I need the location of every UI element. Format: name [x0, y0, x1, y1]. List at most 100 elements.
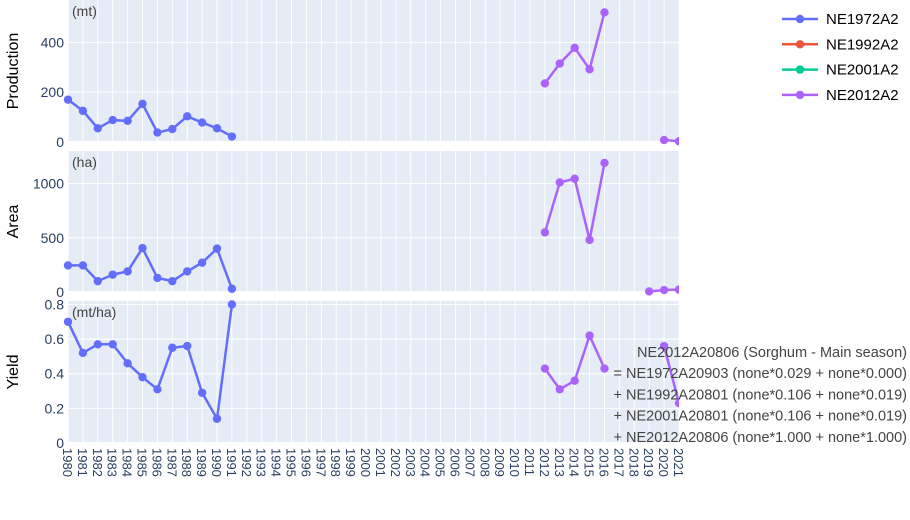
data-point-ne1972a2[interactable] — [63, 317, 73, 326]
data-point-ne1972a2[interactable] — [183, 112, 192, 121]
data-point-ne1972a2[interactable] — [63, 95, 73, 104]
data-point-ne2012a2[interactable] — [570, 43, 579, 53]
data-point-ne1972a2[interactable] — [227, 284, 237, 293]
data-point-ne2012a2[interactable] — [570, 174, 579, 183]
legend-item-ne1992a2[interactable]: NE1992A2 — [782, 36, 899, 53]
data-point-ne1972a2[interactable] — [108, 270, 117, 279]
data-point-ne1972a2[interactable] — [212, 124, 222, 133]
data-point-ne2012a2[interactable] — [555, 178, 564, 187]
data-point-ne1972a2[interactable] — [197, 388, 207, 397]
x-tick-label: 1984 — [120, 448, 135, 477]
legend-marker — [795, 90, 805, 100]
data-point-ne2012a2[interactable] — [540, 364, 550, 373]
data-point-ne1972a2[interactable] — [78, 348, 88, 358]
x-tick-label: 1995 — [284, 448, 299, 477]
y-tick-label: 0.2 — [45, 400, 65, 416]
annotation-line: NE2012A20806 (Sorghum - Main season) — [637, 345, 907, 361]
data-point-ne2012a2[interactable] — [555, 59, 564, 68]
x-tick-label: 2012 — [537, 448, 552, 477]
y-tick-label: 200 — [41, 84, 65, 100]
data-point-ne1972a2[interactable] — [138, 99, 147, 109]
data-point-ne2012a2[interactable] — [585, 65, 594, 74]
x-tick-label: 2020 — [656, 448, 671, 477]
legend-item-ne1972a2[interactable]: NE1972A2 — [782, 11, 899, 28]
x-tick-label: 1998 — [328, 448, 343, 477]
data-point-ne1972a2[interactable] — [212, 414, 222, 423]
data-point-ne1972a2[interactable] — [168, 124, 177, 134]
x-tick-label: 2014 — [567, 448, 582, 477]
legend-item-ne2001a2[interactable]: NE2001A2 — [782, 62, 899, 79]
plot-background-area — [68, 151, 679, 292]
unit-label-production: (mt) — [72, 3, 97, 19]
data-point-ne2012a2[interactable] — [659, 285, 669, 295]
x-tick-label: 2004 — [418, 448, 433, 477]
data-point-ne1972a2[interactable] — [183, 267, 192, 276]
data-point-ne2012a2[interactable] — [674, 398, 683, 408]
legend-marker — [795, 14, 805, 24]
data-point-ne2012a2[interactable] — [540, 228, 550, 237]
data-point-ne1972a2[interactable] — [93, 276, 103, 286]
x-tick-label: 2006 — [447, 448, 462, 477]
legend-item-ne2012a2[interactable]: NE2012A2 — [782, 87, 899, 104]
y-tick-label: 0 — [56, 284, 64, 300]
data-point-ne2012a2[interactable] — [570, 376, 579, 385]
x-tick-label: 1992 — [239, 448, 254, 477]
y-tick-label: 0 — [56, 435, 64, 451]
data-point-ne1972a2[interactable] — [153, 385, 162, 394]
data-point-ne1972a2[interactable] — [78, 106, 88, 116]
y-axis-title-yield: Yield — [5, 355, 22, 390]
legend-label: NE2012A2 — [826, 87, 899, 104]
annotation-line: + NE1992A20801 (none*0.106 + none*0.019) — [614, 387, 907, 403]
y-axis-title-production: Production — [5, 33, 22, 110]
x-tick-label: 2017 — [611, 448, 626, 477]
x-tick-label: 1987 — [164, 448, 179, 477]
data-point-ne1972a2[interactable] — [168, 276, 177, 286]
data-point-ne1972a2[interactable] — [93, 340, 103, 349]
data-point-ne1972a2[interactable] — [93, 124, 103, 133]
data-point-ne2012a2[interactable] — [600, 364, 609, 373]
data-point-ne1972a2[interactable] — [63, 261, 73, 270]
data-point-ne2012a2[interactable] — [674, 137, 683, 146]
data-point-ne2012a2[interactable] — [659, 135, 669, 145]
data-point-ne1972a2[interactable] — [197, 258, 207, 267]
data-point-ne1972a2[interactable] — [123, 359, 132, 368]
x-tick-label: 1985 — [135, 448, 150, 477]
x-tick-label: 2009 — [492, 448, 507, 477]
legend-label: NE1972A2 — [826, 11, 899, 28]
series-line-ne2012a2 — [662, 345, 679, 404]
data-point-ne1972a2[interactable] — [168, 343, 177, 352]
data-point-ne1972a2[interactable] — [138, 243, 147, 253]
data-point-ne2012a2[interactable] — [674, 285, 683, 294]
data-point-ne1972a2[interactable] — [78, 261, 88, 270]
data-point-ne1972a2[interactable] — [138, 372, 147, 382]
data-point-ne2012a2[interactable] — [644, 287, 654, 296]
legend-label: NE2001A2 — [826, 62, 899, 79]
plot-background-yield — [68, 301, 679, 443]
data-point-ne1972a2[interactable] — [197, 118, 207, 127]
data-point-ne2012a2[interactable] — [585, 235, 594, 245]
unit-label-yield: (mt/ha) — [72, 304, 116, 320]
annotation-line: = NE1972A20903 (none*0.029 + none*0.000) — [614, 366, 907, 382]
data-point-ne1972a2[interactable] — [108, 340, 117, 349]
data-point-ne1972a2[interactable] — [123, 116, 132, 126]
data-point-ne2012a2[interactable] — [555, 385, 564, 394]
data-point-ne2012a2[interactable] — [659, 341, 669, 351]
data-point-ne1972a2[interactable] — [212, 244, 222, 253]
data-point-ne1972a2[interactable] — [227, 132, 237, 141]
data-point-ne1972a2[interactable] — [153, 273, 162, 283]
data-point-ne2012a2[interactable] — [540, 79, 550, 88]
data-point-ne1972a2[interactable] — [227, 300, 237, 309]
data-point-ne2012a2[interactable] — [600, 8, 609, 17]
annotation-line: + NE2012A20806 (none*1.000 + none*1.000) — [614, 430, 907, 446]
x-tick-label: 1989 — [194, 448, 209, 477]
data-point-ne1972a2[interactable] — [153, 128, 162, 137]
data-point-ne2012a2[interactable] — [585, 331, 594, 340]
x-tick-label: 2000 — [358, 448, 373, 477]
data-point-ne1972a2[interactable] — [183, 341, 192, 351]
x-tick-label: 2018 — [626, 448, 641, 477]
data-point-ne2012a2[interactable] — [600, 158, 609, 168]
data-point-ne1972a2[interactable] — [108, 115, 117, 125]
data-point-ne1972a2[interactable] — [123, 267, 132, 276]
y-axis-title-area: Area — [5, 205, 22, 239]
x-tick-label: 2013 — [552, 448, 567, 477]
